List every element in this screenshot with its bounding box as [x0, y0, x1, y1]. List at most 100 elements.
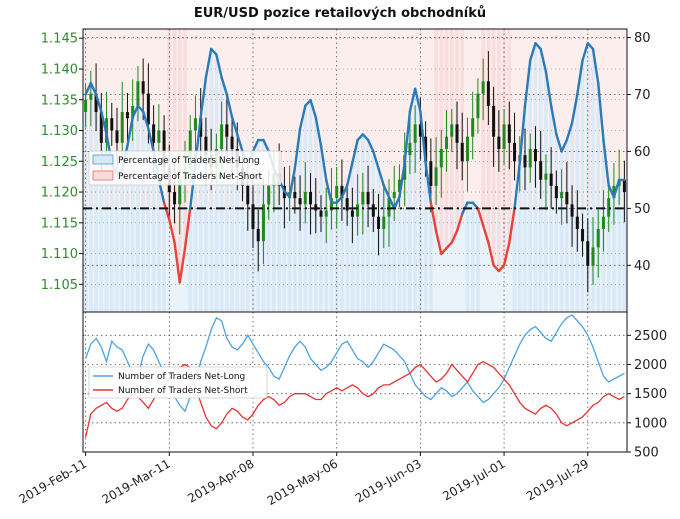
net-long-fill-bar	[293, 168, 297, 312]
panel-frames	[82, 28, 628, 453]
candle-body	[84, 99, 88, 113]
percent-line-segment	[309, 98, 317, 119]
price-tick-label: 1.145	[41, 32, 78, 47]
percent-line-segment	[455, 212, 464, 233]
date-tick-label: 2019-Mar-11	[100, 456, 173, 506]
candle-body	[99, 112, 103, 143]
candle-body	[94, 93, 98, 113]
candle-body	[586, 241, 590, 266]
percent-line-segment	[518, 104, 527, 165]
candle-body	[382, 216, 386, 229]
net-long-fill-bar	[470, 202, 475, 312]
net-long-fill-bar	[245, 162, 250, 312]
net-short-fill-bar	[172, 29, 177, 243]
net-long-fill-bar	[387, 196, 391, 312]
net-long-fill-bar	[392, 208, 397, 312]
percent-line-segment	[236, 133, 244, 153]
net-long-fill-bar	[408, 111, 412, 312]
net-long-fill-bar	[198, 117, 203, 313]
percent-line-segment	[340, 184, 349, 199]
candle-body	[554, 185, 558, 199]
percent-line-segment	[325, 178, 333, 204]
candle-body	[397, 179, 401, 193]
percent-line-segment	[366, 138, 375, 153]
price-tick-label: 1.130	[41, 124, 78, 139]
percent-line-segment	[398, 161, 406, 199]
candle-body	[607, 198, 611, 217]
net-long-fill-bar	[423, 162, 428, 312]
candle-body	[570, 204, 574, 217]
net-long-fill-bar	[329, 202, 334, 312]
candle-body	[523, 155, 527, 168]
count-axis-ticks: 500 1000 1500 2000 2500	[627, 329, 667, 461]
net-long-fill-bar	[345, 185, 349, 312]
net-long-fill-bar	[109, 162, 114, 312]
candle-body	[486, 81, 490, 106]
price-tick-label: 1.125	[41, 155, 78, 170]
percent-line-segment	[487, 241, 495, 267]
percent-line-segment	[126, 116, 134, 147]
candle-body	[418, 124, 422, 137]
percent-line-segment	[607, 184, 616, 199]
net-long-fill-bar	[240, 151, 245, 312]
percent-tick-label: 80	[634, 31, 651, 46]
candle-body	[371, 204, 375, 217]
candle-body	[565, 192, 569, 205]
top-legend: Percentage of Traders Net-Long Percentage…	[88, 150, 282, 186]
percent-line-segment	[356, 133, 365, 142]
candle-body	[513, 142, 517, 162]
chart-title: EUR/USD pozice retailových obchodníků	[194, 6, 486, 21]
date-tick-label: 2019-May-06	[265, 456, 340, 508]
bottom-legend: Number of Traders Net-Long Number of Trad…	[88, 366, 268, 399]
candle-body	[230, 136, 234, 149]
net-long-fill-bar	[83, 94, 88, 312]
candle-body	[303, 192, 307, 205]
net-short-fill-bar	[486, 29, 491, 243]
net-short-legend-swatch	[92, 170, 114, 181]
top-legend-box	[88, 150, 282, 186]
candle-body	[361, 192, 365, 205]
percent-line-segment	[544, 70, 553, 108]
net-long-fill-bar	[565, 140, 569, 312]
net-long-fill-bar	[554, 134, 559, 312]
candle-body	[115, 130, 119, 143]
percent-line-segment	[100, 110, 108, 136]
date-tick-label: 2019-Apr-08	[185, 456, 256, 505]
candle-body	[152, 124, 156, 143]
candle-body	[193, 118, 197, 131]
candle-body	[120, 112, 124, 143]
candle-body	[471, 118, 475, 137]
candle-body	[528, 148, 532, 168]
candle-body	[157, 130, 161, 143]
candle-body	[481, 81, 485, 94]
candle-body	[460, 142, 464, 162]
percent-line-segment	[565, 121, 574, 142]
net-long-fill-bar	[230, 117, 234, 313]
candle-body	[89, 93, 93, 100]
candle-body	[204, 136, 208, 156]
candle-body	[251, 204, 255, 229]
net-long-fill-bar	[266, 151, 271, 312]
candle-body	[256, 228, 260, 242]
percent-line-segment	[204, 47, 213, 79]
percent-line-segment	[481, 224, 490, 244]
percent-line-segment	[513, 161, 521, 210]
percent-line-segment	[450, 229, 459, 244]
net-long-fill-bar	[580, 60, 585, 313]
candle-body	[267, 185, 271, 205]
net-long-fill-bar	[272, 168, 276, 312]
net-long-fill-bar	[130, 117, 135, 313]
net-long-fill-bar	[324, 179, 329, 312]
count-tick-label: 2500	[634, 329, 667, 344]
net-long-fill-bar	[549, 105, 553, 312]
percent-line-segment	[319, 144, 328, 182]
candle-body	[601, 216, 605, 229]
percent-line-segment	[403, 110, 412, 165]
net-long-fill-bar	[225, 94, 229, 312]
percent-line-segment	[225, 93, 234, 119]
price-tick-label: 1.120	[41, 186, 78, 201]
candle-body	[350, 210, 354, 217]
net-long-fill-bar	[606, 185, 611, 312]
price-axis-ticks: 1.105 1.110 1.115 1.120 1.125 1.130 1.135 1.140…	[41, 32, 83, 293]
candle-body	[110, 118, 114, 131]
